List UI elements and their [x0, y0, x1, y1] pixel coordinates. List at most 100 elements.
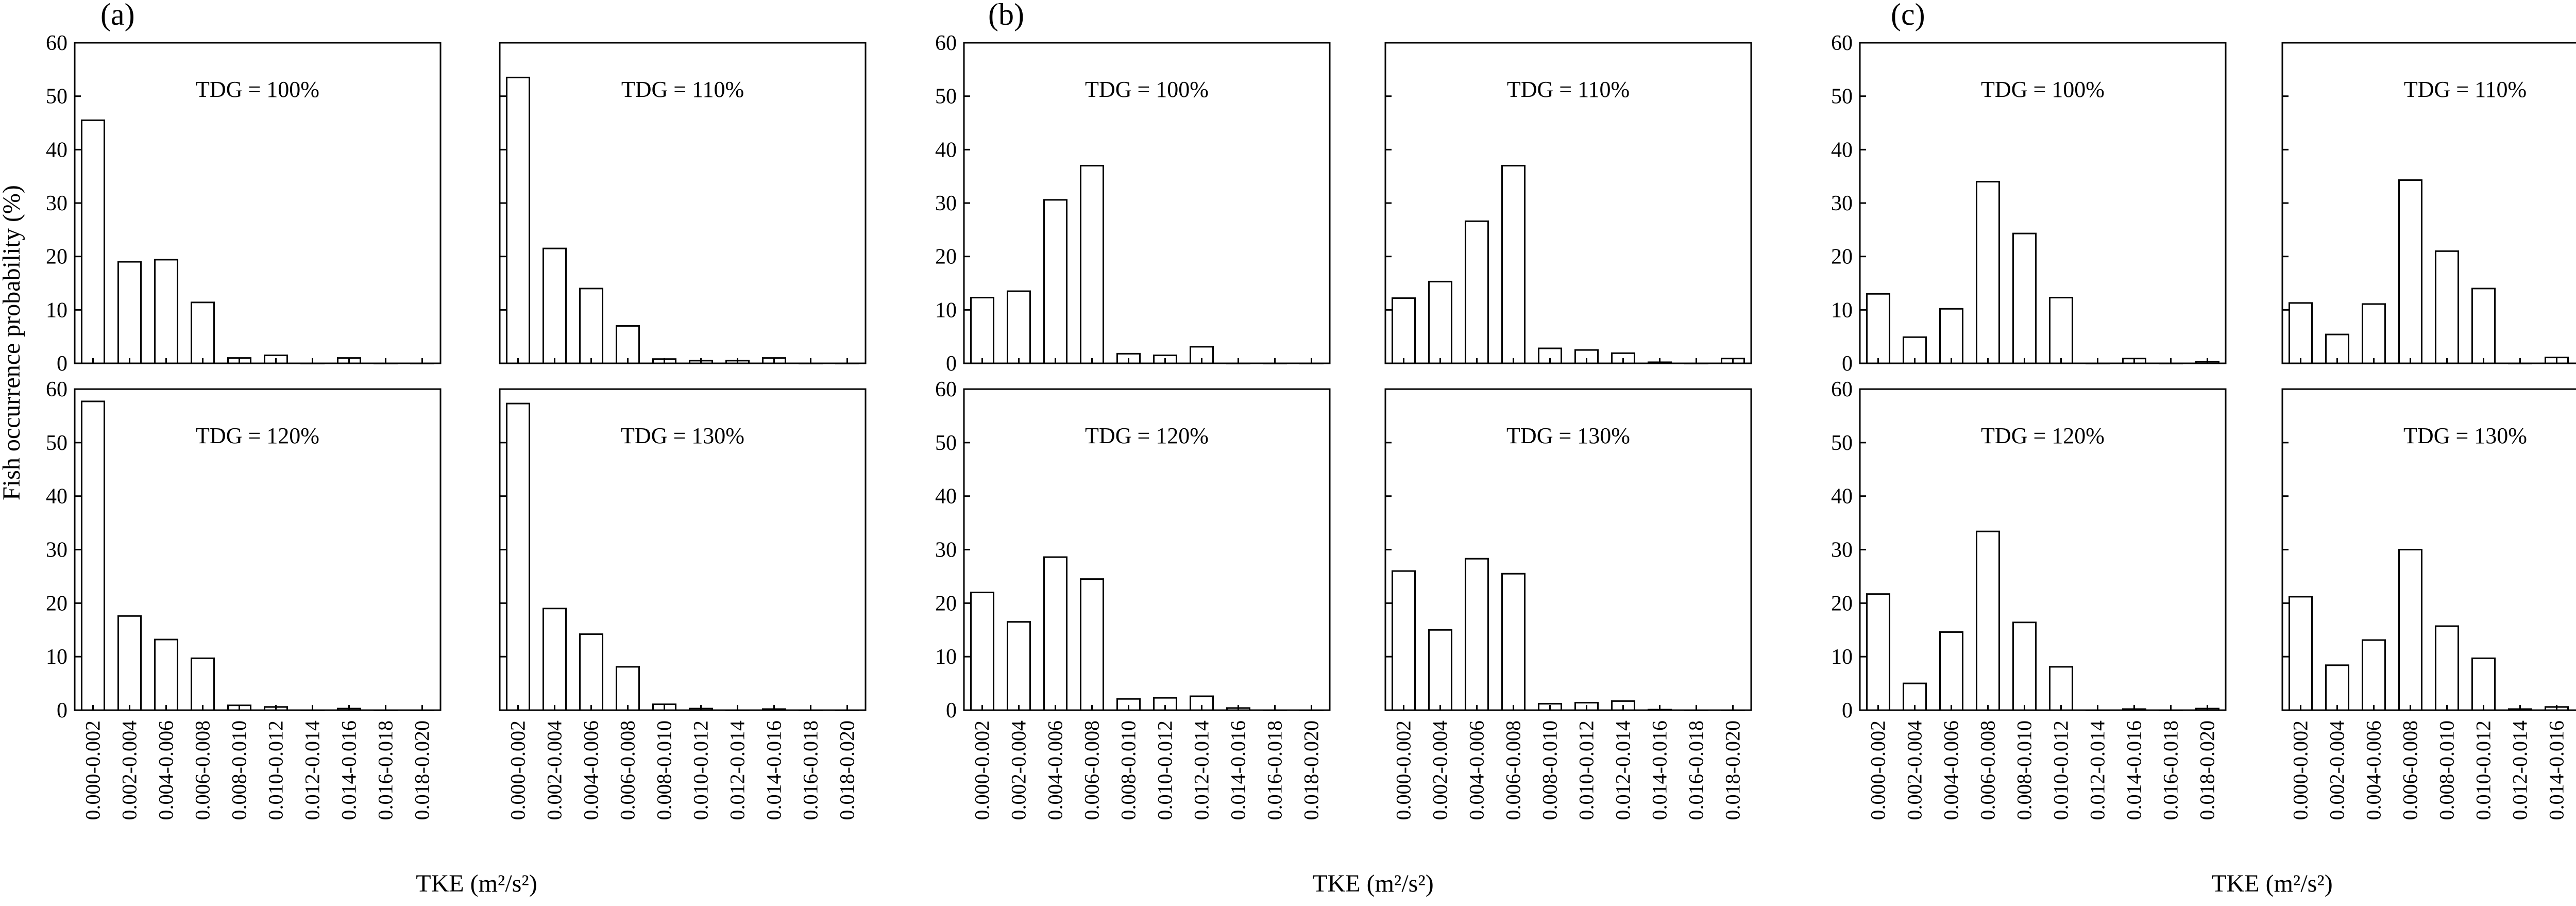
y-tick-label: 0: [57, 352, 67, 376]
y-tick-label: 0: [1842, 352, 1853, 376]
x-tick-label: 0.002-0.004: [543, 720, 566, 820]
bar: [154, 639, 179, 711]
panel-title: TDG = 120%: [1981, 423, 2105, 448]
bar: [1043, 556, 1068, 711]
bar: [373, 362, 398, 364]
bar: [2158, 709, 2183, 711]
x-tick-label: 0.018-0.020: [836, 720, 859, 820]
x-tick-label: 0.012-0.014: [2086, 720, 2109, 820]
chart-panel: 0.000-0.002 0.002-0.004 0.004-0.006 0.006-0…: [2281, 388, 2576, 820]
bar: [1262, 362, 1287, 364]
y-tick-label: 60: [1831, 31, 1853, 55]
x-tick-label: 0.012-0.014: [301, 720, 324, 820]
group-label-a: (a): [100, 0, 135, 31]
x-tick-label: 0.008-0.010: [2013, 720, 2036, 820]
x-tick-label: 0.006-0.008: [1976, 720, 1999, 820]
chart-panel: 0.000-0.002 0.002-0.004 0.004-0.006 0.006-0…: [499, 388, 867, 820]
bar: [1720, 709, 1745, 711]
chart-panel: 0 10 20 30 40 50 60 TDG = 100%: [935, 31, 1331, 376]
bar: [1428, 280, 1453, 364]
x-tick-label: 0.018-0.020: [1300, 720, 1323, 820]
bar: [2398, 549, 2423, 711]
x-tick-label: 0.010-0.012: [689, 720, 713, 820]
y-tick-label: 0: [57, 699, 67, 723]
x-tick-label: 0.008-0.010: [1538, 720, 1562, 820]
bar: [1391, 297, 1416, 364]
bar: [1866, 293, 1891, 364]
x-tick-label: 0.006-0.008: [1502, 720, 1525, 820]
bar: [615, 325, 640, 364]
y-tick-label: 0: [946, 699, 957, 723]
y-axis-label: Fish occurrence probability (%): [0, 185, 25, 500]
bar: [410, 709, 435, 711]
bar: [1299, 709, 1324, 711]
x-tick-label: 0.010-0.012: [2472, 720, 2495, 820]
x-tick-label: 0.014-0.016: [1648, 720, 1671, 820]
x-tick-label: 0.002-0.004: [1007, 720, 1030, 820]
panel-title: TDG = 100%: [196, 77, 319, 102]
bar: [970, 592, 995, 711]
bar: [505, 402, 531, 711]
x-tick-label: 0.014-0.016: [762, 720, 786, 820]
bar: [117, 615, 142, 711]
x-tick-label: 0.000-0.002: [1392, 720, 1415, 820]
bar: [1939, 631, 1964, 711]
bar: [117, 261, 142, 364]
x-tick-label: 0.016-0.018: [374, 720, 397, 820]
bar: [2434, 625, 2460, 711]
y-tick-label: 60: [935, 31, 957, 55]
y-tick-label: 0: [1842, 699, 1853, 723]
y-tick-label: 30: [1831, 192, 1853, 215]
x-tick-label: 0.004-0.006: [580, 720, 603, 820]
x-tick-label: 0.006-0.008: [2399, 720, 2422, 820]
y-tick-label: 40: [935, 485, 957, 509]
y-tick-label: 50: [935, 431, 957, 455]
x-tick-label: 0.016-0.018: [799, 720, 822, 820]
bar: [190, 301, 215, 364]
bar: [1975, 530, 2001, 711]
x-axis-label-a: TKE (m²/s²): [416, 870, 537, 897]
bar: [1866, 593, 1891, 711]
bar: [410, 362, 435, 364]
x-tick-label: 0.002-0.004: [1903, 720, 1926, 820]
bar: [2471, 288, 2496, 364]
y-tick-label: 30: [46, 192, 67, 215]
bar: [1079, 164, 1105, 364]
y-tick-label: 50: [46, 85, 67, 109]
y-tick-label: 20: [1831, 245, 1853, 269]
panel-title: TDG = 130%: [621, 423, 744, 448]
x-tick-label: 0.014-0.016: [2123, 720, 2146, 820]
bar: [1428, 629, 1453, 711]
bar: [80, 400, 106, 711]
chart-panel: TDG = 110%: [1384, 42, 1752, 364]
x-tick-label: 0.012-0.014: [726, 720, 749, 820]
y-tick-label: 10: [935, 645, 957, 669]
bar: [2158, 362, 2183, 364]
bar: [1262, 709, 1287, 711]
bar: [2085, 362, 2110, 364]
x-tick-label: 0.004-0.006: [1044, 720, 1067, 820]
panel-title: TDG = 130%: [1506, 423, 1630, 448]
bar: [1464, 220, 1489, 364]
y-tick-label: 20: [935, 592, 957, 615]
x-tick-label: 0.004-0.006: [155, 720, 178, 820]
x-tick-label: 0.000-0.002: [971, 720, 994, 820]
x-tick-label: 0.004-0.006: [2362, 720, 2385, 820]
bar: [542, 608, 567, 711]
x-tick-label: 0.006-0.008: [191, 720, 214, 820]
y-tick-label: 10: [1831, 298, 1853, 322]
bar: [835, 362, 860, 364]
bar: [1975, 181, 2001, 364]
panel-title: TDG = 110%: [1507, 77, 1630, 102]
x-tick-label: 0.004-0.006: [1465, 720, 1488, 820]
bar: [1501, 573, 1526, 711]
bar: [300, 709, 325, 711]
x-tick-label: 0.018-0.020: [2196, 720, 2219, 820]
y-tick-label: 0: [946, 352, 957, 376]
x-tick-label: 0.012-0.014: [2509, 720, 2532, 820]
bar: [2288, 302, 2313, 364]
x-tick-label: 0.002-0.004: [1429, 720, 1452, 820]
y-tick-label: 50: [935, 85, 957, 109]
bar: [2325, 664, 2350, 711]
